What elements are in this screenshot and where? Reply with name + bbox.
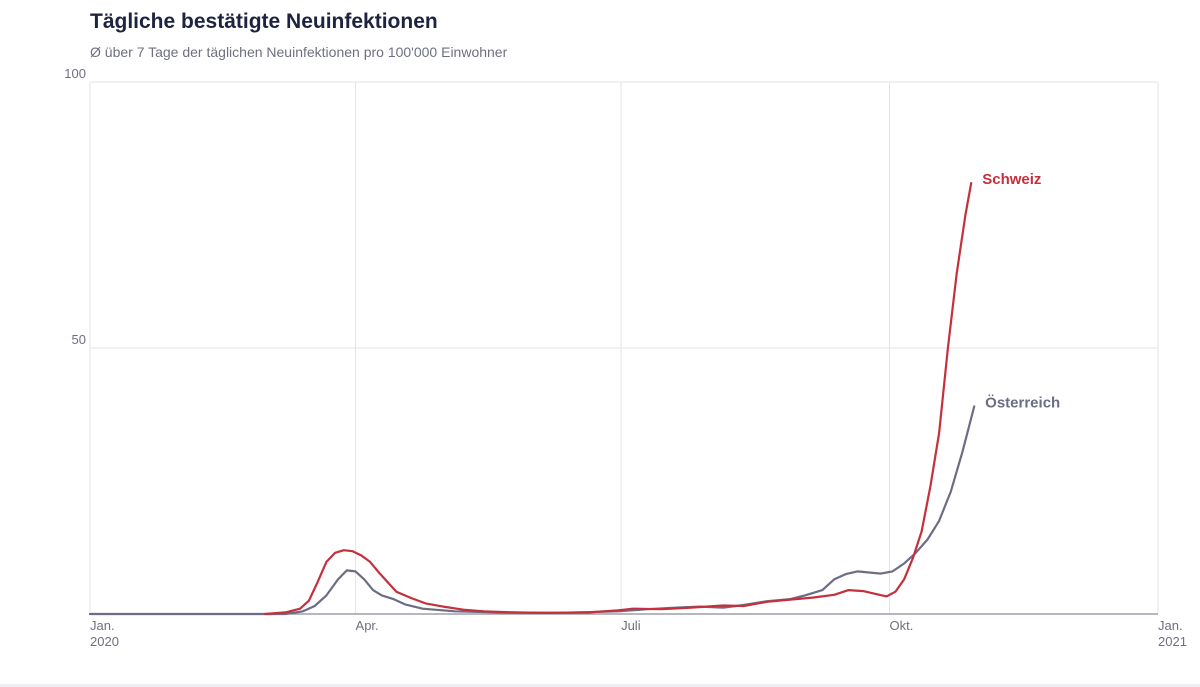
series-line--sterreich — [88, 405, 976, 616]
x-tick-sublabel: 2021 — [1158, 634, 1187, 649]
chart-subtitle: Ø über 7 Tage der täglichen Neuinfektion… — [90, 44, 508, 60]
series-label-schweiz: Schweiz — [982, 171, 1041, 188]
series-label--sterreich: Österreich — [985, 395, 1060, 412]
y-tick-label: 50 — [72, 332, 86, 347]
x-tick-sublabel: 2020 — [90, 634, 119, 649]
x-tick-label: Okt. — [890, 618, 914, 633]
x-tick-label: Apr. — [356, 618, 379, 633]
y-axis: 50 100 — [64, 66, 86, 347]
chart-title: Tägliche bestätigte Neuinfektionen — [90, 10, 438, 33]
x-tick-label: Juli — [621, 618, 641, 633]
bottom-divider — [0, 684, 1200, 687]
y-tick-label: 100 — [64, 66, 86, 81]
x-tick-label: Jan. — [90, 618, 115, 633]
x-tick-label: Jan. — [1158, 618, 1183, 633]
series-line-schweiz — [264, 182, 973, 616]
series-labels: Schweiz Österreich — [982, 171, 1060, 411]
series-lines — [88, 182, 976, 616]
grid — [89, 81, 1159, 615]
